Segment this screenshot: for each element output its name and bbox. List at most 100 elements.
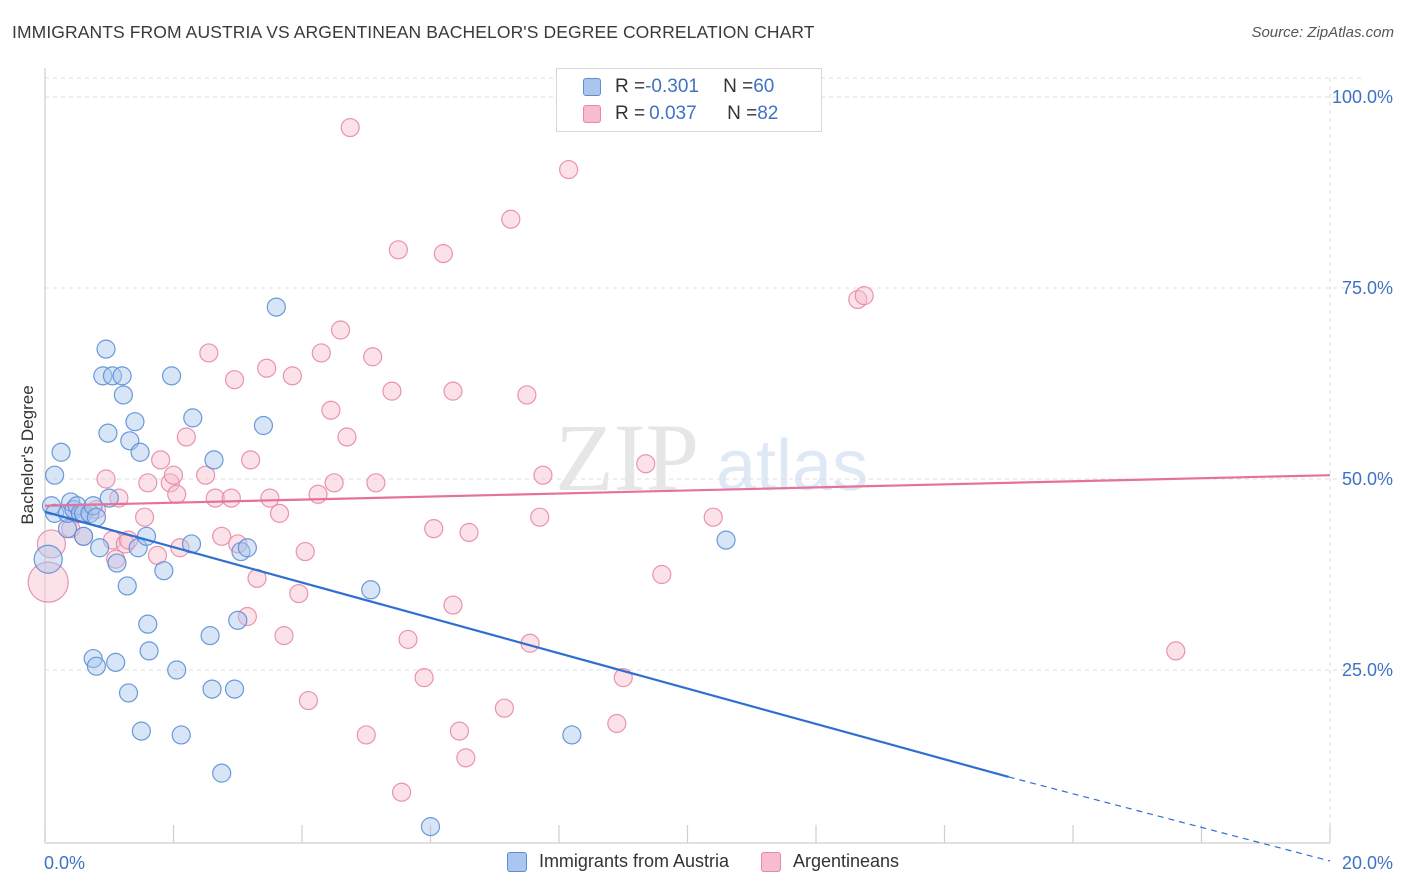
n-value: 82 — [757, 103, 779, 124]
argentina-point — [636, 454, 656, 474]
argentina-point — [652, 564, 672, 585]
argentina-point — [109, 488, 129, 508]
chart-title: IMMIGRANTS FROM AUSTRIA VS ARGENTINEAN B… — [12, 22, 815, 42]
argentina-point — [388, 240, 408, 260]
argentina-point — [282, 366, 302, 386]
austria-point — [167, 660, 187, 680]
argentina-point — [151, 450, 171, 470]
y-axis-label: Bachelor's Degree — [18, 385, 37, 524]
n-label: N = — [723, 76, 754, 97]
argentina-point — [199, 343, 219, 363]
austria-point — [138, 614, 158, 634]
trend-lines — [44, 474, 1331, 862]
austria-point — [139, 641, 159, 661]
argentina-point — [257, 358, 277, 378]
argentina-point — [260, 488, 280, 508]
austria-point — [266, 297, 286, 317]
argentina-point — [321, 400, 341, 420]
n-value: 60 — [753, 76, 775, 97]
argentina-point — [163, 465, 184, 485]
watermark-atlas: atlas — [716, 426, 868, 506]
austria-point — [202, 679, 222, 699]
austria-point — [716, 530, 736, 550]
austria-point — [118, 683, 139, 703]
r-value: -0.301 — [645, 76, 699, 97]
argentina-point — [237, 606, 257, 627]
argentina-point — [221, 488, 241, 508]
argentina-point — [1166, 641, 1186, 661]
austria-point — [171, 725, 191, 745]
austria-points — [33, 297, 736, 837]
legend-item-argentina[interactable]: Argentineans — [760, 851, 900, 872]
n-label: N = — [727, 103, 758, 124]
source-label: Source: ZipAtlas.com — [1251, 24, 1394, 41]
austria-point — [253, 415, 274, 436]
x-tick-label: 20.0% — [1342, 853, 1393, 873]
tick-labels: 25.0% 50.0% 75.0% 100.0% 0.0% 20.0% — [44, 87, 1393, 873]
stats-legend: R = -0.301 N = 60 R = 0.037 N = 82 — [556, 68, 822, 132]
austria-point — [45, 465, 65, 485]
austria-point — [204, 450, 224, 470]
argentina-point — [269, 503, 290, 523]
argentina-point — [167, 484, 187, 504]
stats-row-argentina: R = 0.037 N = 82 — [583, 102, 778, 126]
austria-point — [228, 610, 248, 630]
austria-point — [51, 442, 71, 462]
argentina-point — [340, 117, 360, 138]
argentina-point — [36, 529, 67, 559]
austria-point — [96, 339, 116, 359]
austria-trend-line — [44, 510, 1010, 779]
x-tick-label: 0.0% — [44, 853, 85, 873]
austria-point — [106, 652, 126, 672]
austria-point — [200, 626, 220, 646]
austria-point — [130, 442, 150, 462]
austria-point — [212, 763, 232, 783]
argentina-point — [295, 541, 315, 562]
y-tick-label: 100.0% — [1332, 87, 1393, 107]
austria-point — [93, 366, 113, 386]
austria-point — [107, 553, 127, 573]
austria-legend-swatch — [506, 851, 527, 872]
legend-item-austria[interactable]: Immigrants from Austria — [506, 851, 729, 872]
argentina-point — [366, 473, 386, 493]
argentina-point — [424, 519, 444, 539]
grid-lines — [45, 77, 1365, 843]
argentina-point — [96, 469, 116, 489]
r-label: R = — [615, 76, 646, 97]
austria-point — [90, 538, 110, 558]
austria-point — [117, 576, 137, 596]
austria-point — [86, 656, 107, 676]
argentina-point — [337, 427, 357, 447]
argentina-point — [324, 473, 344, 493]
argentina-legend-swatch — [760, 851, 781, 872]
legend-label-argentina: Argentineans — [792, 851, 900, 871]
austria-point — [113, 385, 133, 405]
austria-point — [125, 412, 145, 432]
argentina-point — [311, 343, 331, 363]
argentina-point — [854, 286, 874, 306]
argentina-point — [308, 484, 328, 504]
r-label: R = — [615, 103, 646, 124]
austria-point — [112, 366, 132, 386]
austria-point — [99, 488, 119, 508]
argentina-point — [494, 698, 514, 718]
argentina-point — [274, 626, 294, 646]
austria-point — [237, 538, 257, 558]
argentina-point — [607, 713, 627, 734]
argentina-point — [501, 209, 521, 229]
argentina-point — [289, 583, 309, 604]
austria-trend-extension — [1008, 776, 1331, 862]
argentina-point — [196, 465, 216, 485]
argentina-point — [241, 450, 261, 470]
y-tick-label: 75.0% — [1342, 278, 1393, 298]
argentina-point — [517, 385, 537, 405]
argentina-point — [414, 668, 434, 688]
argentina-point — [703, 507, 723, 527]
austria-point — [57, 519, 78, 539]
argentina-point — [456, 748, 476, 768]
stats-row-austria: R = -0.301 N = 60 — [583, 75, 774, 99]
argentina-point — [176, 427, 196, 447]
argentina-point — [224, 370, 245, 390]
austria-point — [183, 408, 203, 428]
argentina-point — [298, 690, 319, 711]
